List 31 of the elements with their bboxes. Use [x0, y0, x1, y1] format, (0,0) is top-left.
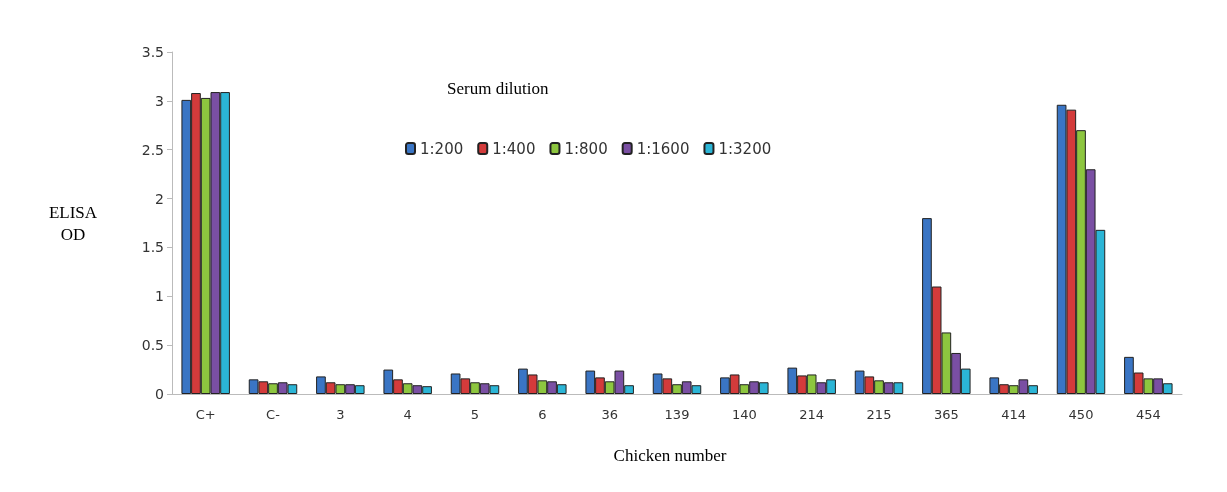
x-tick-label: 454: [1135, 407, 1161, 422]
x-tick-label: 139: [664, 407, 690, 422]
x-tick-label: 5: [470, 407, 480, 422]
y-tick-label: 3.5: [141, 44, 164, 60]
legend-label: 1:800: [564, 139, 608, 158]
y-axis-title: ELISA OD: [47, 202, 99, 246]
legend-label: 1:1600: [636, 139, 690, 158]
y-tick-label: 2.5: [141, 141, 164, 158]
x-axis-title: Chicken number: [612, 445, 728, 467]
y-tick-label: 0.5: [141, 337, 164, 354]
x-tick-label: 414: [1001, 407, 1027, 422]
x-tick-label: 365: [933, 407, 959, 422]
y-tick-label: 3: [155, 92, 164, 109]
legend-title: Serum dilution: [446, 78, 550, 100]
legend-label: 1:3200: [718, 139, 772, 158]
x-tick-label: 450: [1068, 407, 1094, 422]
x-tick-label: 215: [866, 407, 892, 422]
x-tick-label: C+: [195, 407, 216, 422]
legend-label: 1:400: [492, 139, 536, 158]
y-tick-label: 2: [155, 190, 164, 207]
x-tick-label: 3: [336, 407, 345, 422]
x-tick-label: C-: [266, 407, 281, 422]
x-tick-label: 6: [538, 407, 547, 422]
x-tick-label: 214: [799, 407, 825, 422]
y-tick-label: 1.5: [141, 239, 164, 256]
x-tick-label: 36: [601, 407, 618, 422]
legend-label: 1:200: [420, 139, 464, 158]
y-tick-label: 1: [155, 288, 164, 305]
x-tick-label: 4: [403, 407, 412, 422]
x-tick-label: 140: [731, 407, 757, 422]
y-tick-label: 0: [155, 386, 164, 402]
